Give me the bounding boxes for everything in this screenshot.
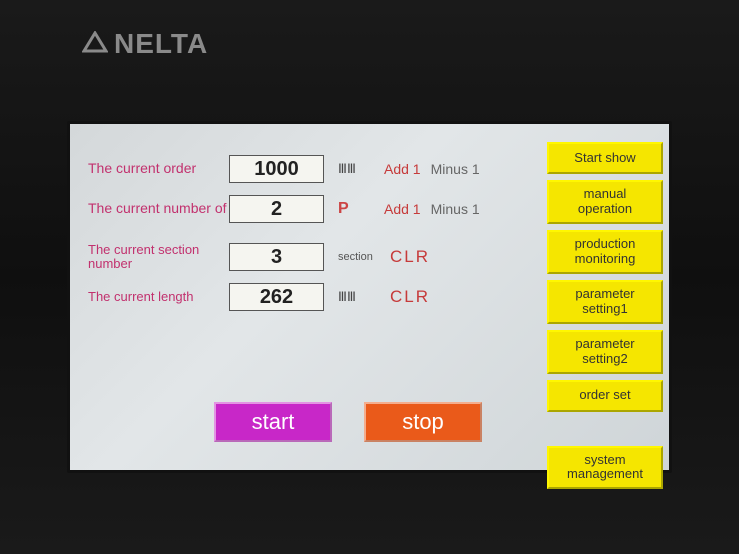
brand-text: NELTA [114, 28, 208, 60]
value-current-number[interactable]: 2 [229, 195, 324, 223]
row-section-number: The current section number 3 section CLR [84, 242, 534, 272]
unit-order: ⅢⅢ [338, 161, 384, 177]
clr-length[interactable]: CLR [390, 287, 430, 307]
side-parameter-setting2[interactable]: parameter setting2 [547, 330, 663, 374]
side-manual-operation[interactable]: manual operation [547, 180, 663, 224]
hmi-screen: The current order 1000 ⅢⅢ Add 1 Minus 1 … [67, 121, 672, 473]
unit-section: section [338, 251, 384, 263]
label-current-length: The current length [84, 290, 229, 304]
row-current-number: The current number of 2 P Add 1 Minus 1 [84, 194, 534, 224]
value-section-number[interactable]: 3 [229, 243, 324, 271]
action-buttons: start stop [214, 402, 482, 442]
side-system-management[interactable]: system management [547, 446, 663, 490]
row-current-length: The current length 262 ⅢⅢ CLR [84, 282, 534, 312]
row-current-order: The current order 1000 ⅢⅢ Add 1 Minus 1 [84, 154, 534, 184]
label-section-number: The current section number [84, 243, 229, 272]
unit-number: P [338, 200, 384, 218]
add1-number[interactable]: Add 1 [384, 201, 421, 217]
brand-logo-area: NELTA [82, 28, 208, 60]
side-parameter-setting1[interactable]: parameter setting1 [547, 280, 663, 324]
start-button[interactable]: start [214, 402, 332, 442]
minus1-order[interactable]: Minus 1 [431, 161, 480, 177]
value-current-order[interactable]: 1000 [229, 155, 324, 183]
side-start-show[interactable]: Start show [547, 142, 663, 174]
triangle-icon [82, 28, 108, 60]
clr-section[interactable]: CLR [390, 247, 430, 267]
device-frame: NELTA The current order 1000 ⅢⅢ Add 1 Mi… [0, 0, 739, 554]
label-current-number: The current number of [84, 201, 229, 216]
add1-order[interactable]: Add 1 [384, 161, 421, 177]
side-spacer [547, 418, 663, 440]
value-current-length[interactable]: 262 [229, 283, 324, 311]
unit-length: ⅢⅢ [338, 289, 384, 305]
stop-button[interactable]: stop [364, 402, 482, 442]
label-current-order: The current order [84, 161, 229, 176]
main-area: The current order 1000 ⅢⅢ Add 1 Minus 1 … [84, 154, 534, 454]
side-menu: Start show manual operation production m… [547, 142, 663, 489]
side-order-set[interactable]: order set [547, 380, 663, 412]
minus1-number[interactable]: Minus 1 [431, 201, 480, 217]
side-production-monitoring[interactable]: production monitoring [547, 230, 663, 274]
